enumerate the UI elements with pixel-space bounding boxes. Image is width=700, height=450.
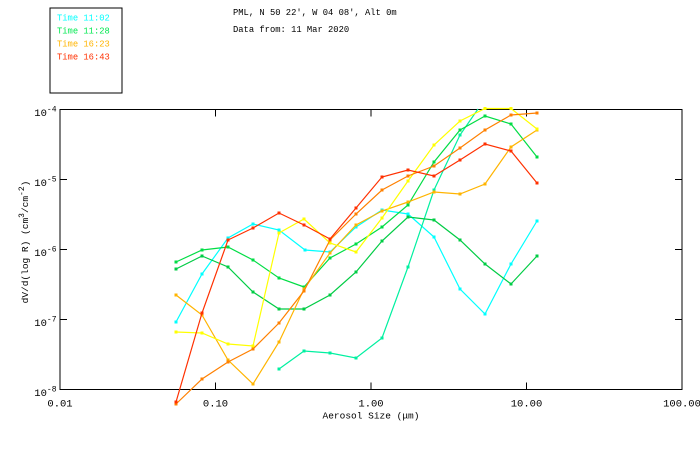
svg-text:0.10: 0.10 (203, 399, 228, 411)
svg-text:Aerosol Size (μm): Aerosol Size (μm) (323, 411, 420, 422)
svg-text:10.00: 10.00 (511, 399, 543, 411)
svg-text:dV/d(log R) (cm3/cm-2): dV/d(log R) (cm3/cm-2) (18, 181, 31, 304)
svg-text:PML, N 50 22', W 04 08', Alt 0: PML, N 50 22', W 04 08', Alt 0m (233, 8, 397, 18)
svg-text:0.01: 0.01 (47, 399, 72, 411)
svg-text:Time 16:43: Time 16:43 (57, 53, 110, 63)
svg-text:Data from: 11 Mar 2020: Data from: 11 Mar 2020 (233, 25, 349, 35)
svg-text:1.00: 1.00 (358, 399, 383, 411)
svg-text:Time 11:02: Time 11:02 (57, 14, 110, 24)
svg-text:Time 11:28: Time 11:28 (57, 27, 110, 37)
svg-text:Time 16:23: Time 16:23 (57, 40, 110, 50)
svg-text:100.00: 100.00 (663, 399, 700, 411)
